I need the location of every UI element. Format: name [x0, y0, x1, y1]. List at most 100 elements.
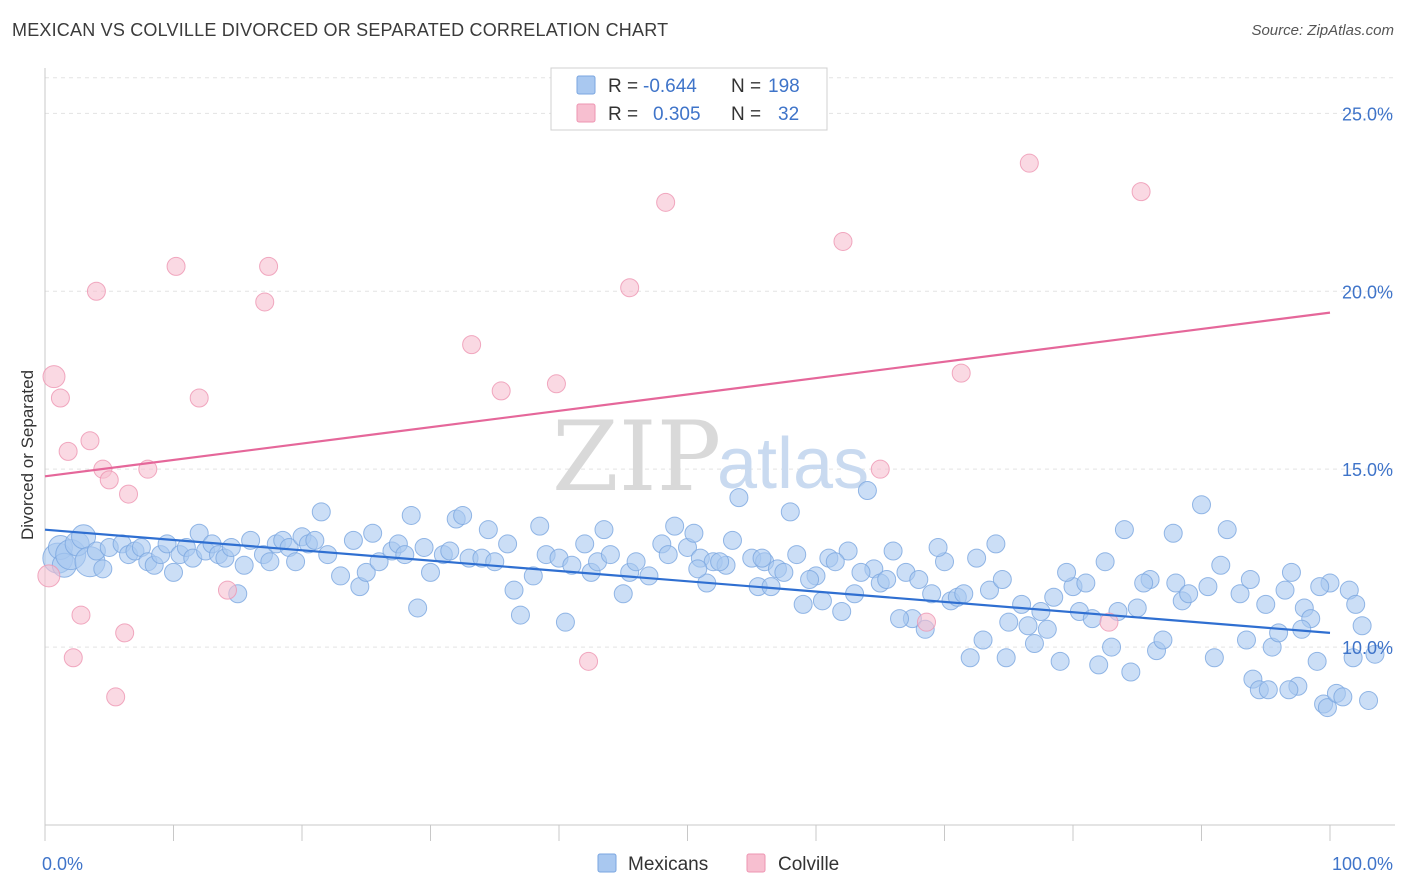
mexicans-point	[851, 562, 871, 582]
mexicans-point	[710, 552, 730, 572]
mexicans-point	[825, 552, 845, 572]
bottom-legend-swatch-colville	[746, 853, 766, 873]
mexicans-point	[1240, 569, 1260, 589]
colville-point	[58, 441, 78, 461]
mexicans-point	[922, 584, 942, 604]
colville-point	[37, 564, 61, 588]
trend-lines	[44, 311, 1331, 634]
axes	[44, 68, 1395, 841]
mexicans-point	[575, 534, 595, 554]
mexicans-point	[877, 569, 897, 589]
colville-point	[951, 363, 971, 383]
mexicans-point	[523, 566, 543, 586]
mexicans-point	[1256, 594, 1276, 614]
legend-n-label-blue: N =	[731, 76, 761, 97]
mexicans-point	[363, 523, 383, 543]
mexicans-point	[658, 545, 678, 565]
mexicans-point	[311, 502, 331, 522]
mexicans-point	[331, 566, 351, 586]
mexicans-point	[1279, 680, 1299, 700]
mexicans-point	[1095, 552, 1115, 572]
mexicans-point	[1281, 562, 1301, 582]
mexicans-point	[1359, 690, 1379, 710]
mexicans-point	[752, 548, 772, 568]
mexicans-point	[626, 552, 646, 572]
mexicans-point	[1163, 523, 1183, 543]
mexicans-point	[890, 609, 910, 629]
mexicans-point	[857, 481, 877, 501]
mexicans-point	[774, 562, 794, 582]
mexicans-point	[498, 534, 518, 554]
legend-r-label-pink: R =	[608, 104, 638, 125]
mexicans-point	[613, 584, 633, 604]
colville-point	[1131, 182, 1151, 202]
mexicans-point	[800, 569, 820, 589]
mexicans-point	[909, 569, 929, 589]
y-tick-label: 20.0%	[1342, 282, 1393, 302]
colville-point	[50, 388, 70, 408]
mexicans-point	[594, 520, 614, 540]
mexicans-point	[1204, 648, 1224, 668]
mexicans-point	[729, 488, 749, 508]
watermark: ZIP atlas	[552, 401, 869, 513]
bottom-legend: Mexicans Colville	[597, 853, 839, 875]
legend-n-label-pink: N =	[731, 104, 761, 125]
mexicans-point	[600, 545, 620, 565]
colville-point	[63, 648, 83, 668]
mexicans-point	[401, 505, 421, 525]
mexicans-point	[356, 562, 376, 582]
colville-point	[106, 687, 126, 707]
mexicans-point	[793, 594, 813, 614]
mexicans-point	[1031, 602, 1051, 622]
mexicans-point	[973, 630, 993, 650]
mexicans-point	[986, 534, 1006, 554]
colville-point	[259, 256, 279, 276]
mexicans-point	[722, 530, 742, 550]
mexicans-point	[1024, 634, 1044, 654]
legend-r-label-blue: R =	[608, 76, 638, 97]
mexicans-point	[992, 569, 1012, 589]
mexicans-point	[478, 520, 498, 540]
watermark-zip: ZIP	[552, 401, 721, 513]
mexicans-point	[414, 537, 434, 557]
colville-point	[80, 431, 100, 451]
mexicans-point	[1198, 577, 1218, 597]
colville-point	[86, 281, 106, 301]
mexicans-point	[1269, 623, 1289, 643]
mexicans-point	[979, 580, 999, 600]
mexicans-point	[1258, 680, 1278, 700]
mexicans-point	[421, 562, 440, 582]
mexicans-point	[286, 552, 306, 572]
colville-point	[833, 231, 853, 251]
colville-point	[491, 381, 511, 401]
bottom-legend-mexicans: Mexicans	[628, 854, 708, 875]
mexicans-point	[1317, 698, 1337, 718]
mexicans-point	[1230, 584, 1250, 604]
mexicans-point	[787, 545, 807, 565]
mexicans-point	[1217, 520, 1237, 540]
colville-point	[115, 623, 135, 643]
source-label: Source: ZipAtlas.com	[1251, 22, 1394, 39]
colville-point	[620, 278, 640, 298]
y-axis-label: Divorced or Separated	[18, 370, 37, 540]
mexicans-point	[1012, 594, 1032, 614]
mexicans-point	[639, 566, 659, 586]
colville-point	[189, 388, 209, 408]
x-tick-label: 100.0%	[1332, 854, 1393, 874]
colville-point	[1019, 153, 1039, 173]
colville-point	[99, 470, 119, 490]
mexicans-point	[996, 648, 1016, 668]
mexicans-point	[1089, 655, 1109, 675]
mexicans-point	[684, 523, 704, 543]
mexicans-point	[1166, 573, 1186, 593]
mexicans-point	[688, 559, 708, 579]
y-tick-label: 25.0%	[1342, 104, 1393, 124]
colville-point	[546, 374, 566, 394]
mexicans-point	[343, 530, 363, 550]
legend: R = -0.644 N = 198 R = 0.305 N = 32	[550, 67, 828, 131]
colville-point	[119, 484, 139, 504]
mexicans-point	[221, 537, 241, 557]
mexicans-point	[780, 502, 800, 522]
mexicans-point	[999, 612, 1019, 632]
